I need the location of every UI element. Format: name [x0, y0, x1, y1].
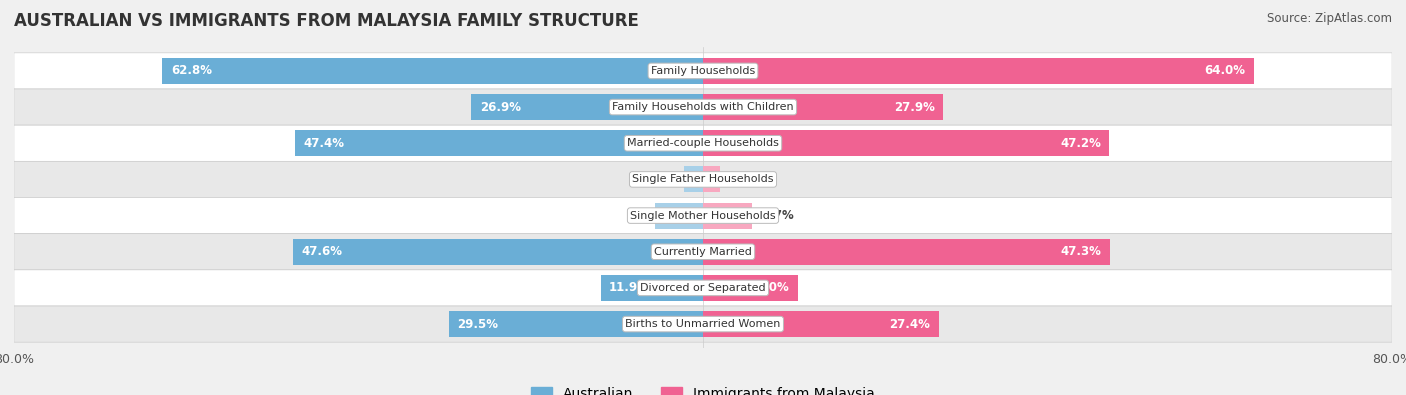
Bar [703, 58, 1254, 84]
Text: 27.9%: 27.9% [894, 101, 935, 114]
Text: Divorced or Separated: Divorced or Separated [640, 283, 766, 293]
Bar [703, 130, 1109, 156]
Text: Currently Married: Currently Married [654, 247, 752, 257]
Text: 47.4%: 47.4% [304, 137, 344, 150]
Text: 5.6%: 5.6% [664, 209, 696, 222]
Bar [703, 94, 943, 120]
Text: Single Father Households: Single Father Households [633, 175, 773, 184]
FancyBboxPatch shape [14, 125, 1392, 161]
Text: 29.5%: 29.5% [457, 318, 499, 331]
Text: Married-couple Households: Married-couple Households [627, 138, 779, 148]
Bar [295, 130, 703, 156]
Bar [703, 166, 720, 192]
Bar [292, 239, 703, 265]
FancyBboxPatch shape [14, 89, 1392, 125]
Text: 5.7%: 5.7% [761, 209, 793, 222]
Text: Single Mother Households: Single Mother Households [630, 211, 776, 220]
Text: 11.0%: 11.0% [748, 281, 789, 294]
Text: 47.6%: 47.6% [302, 245, 343, 258]
Bar [471, 94, 703, 120]
FancyBboxPatch shape [14, 234, 1392, 270]
FancyBboxPatch shape [14, 161, 1392, 198]
Bar [449, 311, 703, 337]
Text: 27.4%: 27.4% [890, 318, 931, 331]
Bar [655, 203, 703, 229]
Bar [600, 275, 703, 301]
Text: Source: ZipAtlas.com: Source: ZipAtlas.com [1267, 12, 1392, 25]
Bar [703, 311, 939, 337]
Text: 64.0%: 64.0% [1205, 64, 1246, 77]
Text: 11.9%: 11.9% [609, 281, 650, 294]
Legend: Australian, Immigrants from Malaysia: Australian, Immigrants from Malaysia [526, 382, 880, 395]
FancyBboxPatch shape [14, 198, 1392, 234]
Text: AUSTRALIAN VS IMMIGRANTS FROM MALAYSIA FAMILY STRUCTURE: AUSTRALIAN VS IMMIGRANTS FROM MALAYSIA F… [14, 12, 638, 30]
Text: Births to Unmarried Women: Births to Unmarried Women [626, 319, 780, 329]
Bar [703, 275, 797, 301]
FancyBboxPatch shape [14, 306, 1392, 342]
Text: 62.8%: 62.8% [170, 64, 212, 77]
Bar [703, 239, 1111, 265]
FancyBboxPatch shape [14, 53, 1392, 89]
Text: Family Households: Family Households [651, 66, 755, 76]
Bar [703, 203, 752, 229]
Text: 47.3%: 47.3% [1062, 245, 1102, 258]
Bar [685, 166, 703, 192]
Text: 26.9%: 26.9% [479, 101, 522, 114]
Text: 47.2%: 47.2% [1060, 137, 1101, 150]
Text: 2.2%: 2.2% [693, 173, 725, 186]
Text: Family Households with Children: Family Households with Children [612, 102, 794, 112]
FancyBboxPatch shape [14, 270, 1392, 306]
Bar [162, 58, 703, 84]
Text: 2.0%: 2.0% [728, 173, 762, 186]
